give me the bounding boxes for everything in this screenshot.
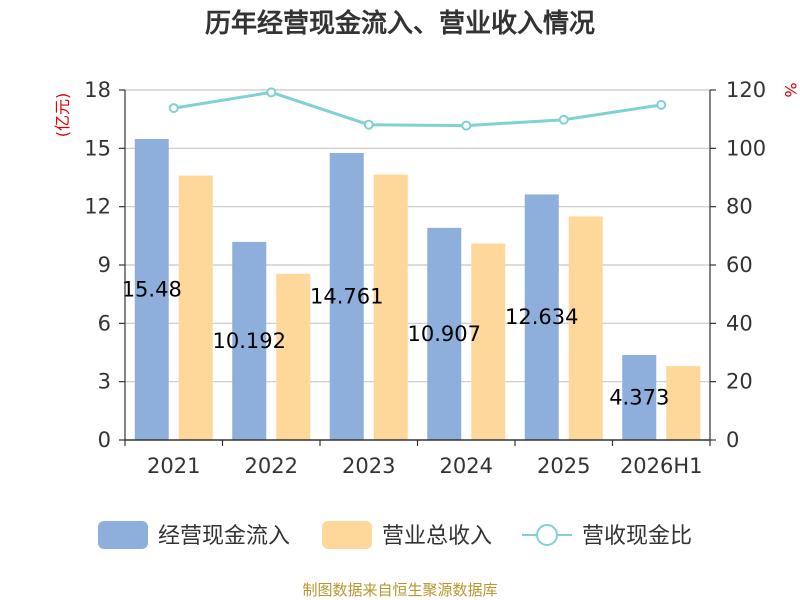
- legend-marker: [536, 524, 558, 546]
- axes: 0 3 6 9 12 15 18 0 20 40 60 80 100 120 2021 2022 2023 202…: [84, 78, 766, 478]
- revenue-bar: [568, 216, 603, 440]
- legend-label: 营业总收入: [382, 524, 492, 549]
- right-tick-label: 40: [726, 311, 753, 335]
- x-tick-label: 2024: [440, 454, 493, 478]
- cash-inflow-value-label: 10.907: [408, 322, 481, 346]
- revenue-bar: [178, 175, 213, 441]
- revenue-bar: [276, 273, 311, 440]
- cash-inflow-bar: [427, 227, 462, 440]
- right-tick-label: 60: [726, 253, 753, 277]
- cash-inflow-value-label: 12.634: [505, 305, 578, 329]
- cash-inflow-bar: [622, 355, 657, 440]
- revenue-bar: [471, 243, 506, 440]
- cash-inflow-value-label: 14.761: [310, 285, 383, 309]
- ratio-point: [656, 99, 667, 110]
- cash-inflow-bar: [134, 139, 169, 440]
- x-tick-label: 2025: [537, 454, 590, 478]
- left-tick-label: 18: [84, 78, 111, 102]
- chart-title: 历年经营现金流入、营业收入情况: [205, 8, 595, 39]
- left-tick-label: 9: [98, 253, 111, 277]
- grid: [125, 89, 710, 383]
- ratio-point: [461, 120, 472, 131]
- bars: [134, 139, 701, 441]
- x-tick-label: 2021: [147, 454, 200, 478]
- cash-inflow-bar: [329, 153, 364, 440]
- left-tick-label: 12: [84, 195, 111, 219]
- legend-swatch: [98, 521, 148, 549]
- legend-swatch: [322, 521, 372, 549]
- cash-inflow-value-label: 15.48: [122, 278, 182, 302]
- right-tick-label: 0: [726, 428, 739, 452]
- legend: 经营现金流入 营业总收入 营收现金比: [98, 521, 692, 549]
- left-axis-unit: (亿元): [53, 93, 72, 138]
- legend-label: 营收现金比: [582, 524, 692, 549]
- left-tick-label: 15: [84, 136, 111, 160]
- ratio-line: [168, 87, 667, 131]
- cash-inflow-bar: [524, 194, 559, 440]
- ratio-point: [266, 87, 277, 98]
- cash-inflow-value-label: 10.192: [213, 329, 286, 353]
- ratio-point: [558, 114, 569, 125]
- data-labels: 15.48 10.192 14.761 10.907 12.634 4.373: [122, 278, 670, 410]
- right-tick-label: 100: [726, 136, 766, 160]
- cash-inflow-value-label: 4.373: [609, 386, 669, 410]
- right-tick-label: 80: [726, 195, 753, 219]
- revenue-bar: [373, 174, 408, 441]
- ratio-point: [363, 119, 374, 130]
- right-axis-unit: %: [781, 82, 800, 97]
- cash-inflow-bar: [232, 241, 267, 440]
- revenue-bar: [666, 366, 701, 440]
- left-tick-label: 0: [98, 428, 111, 452]
- x-tick-label: 2023: [342, 454, 395, 478]
- x-tick-label: 2026H1: [620, 454, 703, 478]
- ratio-line-path: [173, 90, 662, 128]
- left-tick-label: 6: [98, 311, 111, 335]
- right-tick-label: 120: [726, 78, 766, 102]
- legend-label: 经营现金流入: [158, 524, 290, 549]
- source-note: 制图数据来自恒生聚源数据库: [302, 581, 497, 599]
- right-tick-label: 20: [726, 370, 753, 394]
- x-tick-label: 2022: [245, 454, 298, 478]
- ratio-point: [168, 103, 179, 114]
- left-tick-label: 3: [98, 370, 111, 394]
